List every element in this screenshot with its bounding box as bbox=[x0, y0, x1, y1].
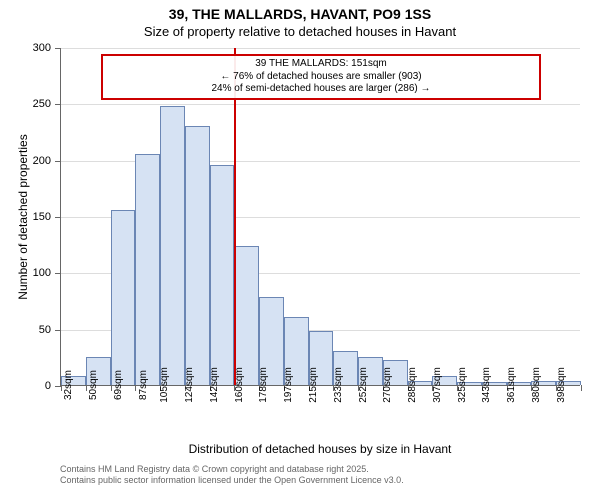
chart-container: 39, THE MALLARDS, HAVANT, PO9 1SS Size o… bbox=[0, 0, 600, 500]
x-tick-label: 215sqm bbox=[300, 367, 319, 403]
grid-line bbox=[61, 48, 580, 49]
x-tick-label: 233sqm bbox=[325, 367, 344, 403]
x-tick bbox=[581, 385, 582, 391]
y-tick-label: 100 bbox=[33, 267, 61, 279]
y-tick-label: 50 bbox=[39, 324, 61, 336]
histogram-bar bbox=[135, 154, 160, 385]
x-tick-label: 307sqm bbox=[424, 367, 443, 403]
histogram-bar bbox=[160, 106, 185, 385]
x-tick-label: 32sqm bbox=[55, 370, 74, 400]
grid-line bbox=[61, 104, 580, 105]
footer-line1: Contains HM Land Registry data © Crown c… bbox=[60, 464, 404, 475]
x-axis-label: Distribution of detached houses by size … bbox=[60, 442, 580, 456]
y-tick-label: 200 bbox=[33, 155, 61, 167]
x-tick-label: 380sqm bbox=[523, 367, 542, 403]
x-tick-label: 361sqm bbox=[498, 367, 517, 403]
x-tick-label: 124sqm bbox=[176, 367, 195, 403]
histogram-bar bbox=[210, 165, 235, 385]
x-tick-label: 178sqm bbox=[251, 367, 270, 403]
y-tick-label: 300 bbox=[33, 42, 61, 54]
annotation-line2: ← 76% of detached houses are smaller (90… bbox=[109, 71, 533, 84]
x-tick-label: 105sqm bbox=[152, 367, 171, 403]
annotation-box: 39 THE MALLARDS: 151sqm ← 76% of detache… bbox=[101, 54, 541, 100]
x-tick-label: 142sqm bbox=[201, 367, 220, 403]
x-tick-label: 69sqm bbox=[105, 370, 124, 400]
footer-text: Contains HM Land Registry data © Crown c… bbox=[60, 464, 404, 487]
chart-title-line1: 39, THE MALLARDS, HAVANT, PO9 1SS bbox=[0, 6, 600, 22]
plot-area: 05010015020025030032sqm50sqm69sqm87sqm10… bbox=[60, 48, 580, 386]
y-tick-label: 150 bbox=[33, 211, 61, 223]
annotation-line1: 39 THE MALLARDS: 151sqm bbox=[109, 58, 533, 71]
histogram-bar bbox=[185, 126, 210, 385]
x-tick-label: 398sqm bbox=[548, 367, 567, 403]
histogram-bar bbox=[111, 210, 136, 385]
y-tick-label: 250 bbox=[33, 98, 61, 110]
x-tick-label: 50sqm bbox=[80, 370, 99, 400]
x-tick-label: 325sqm bbox=[449, 367, 468, 403]
y-axis-label: Number of detached properties bbox=[16, 48, 30, 386]
footer-line2: Contains public sector information licen… bbox=[60, 475, 404, 486]
x-tick-label: 343sqm bbox=[474, 367, 493, 403]
annotation-line3: 24% of semi-detached houses are larger (… bbox=[109, 83, 533, 96]
x-tick-label: 288sqm bbox=[399, 367, 418, 403]
x-tick-label: 252sqm bbox=[350, 367, 369, 403]
chart-title-line2: Size of property relative to detached ho… bbox=[0, 24, 600, 39]
x-tick-label: 197sqm bbox=[275, 367, 294, 403]
x-tick-label: 270sqm bbox=[374, 367, 393, 403]
histogram-bar bbox=[234, 246, 259, 385]
x-tick-label: 87sqm bbox=[130, 370, 149, 400]
